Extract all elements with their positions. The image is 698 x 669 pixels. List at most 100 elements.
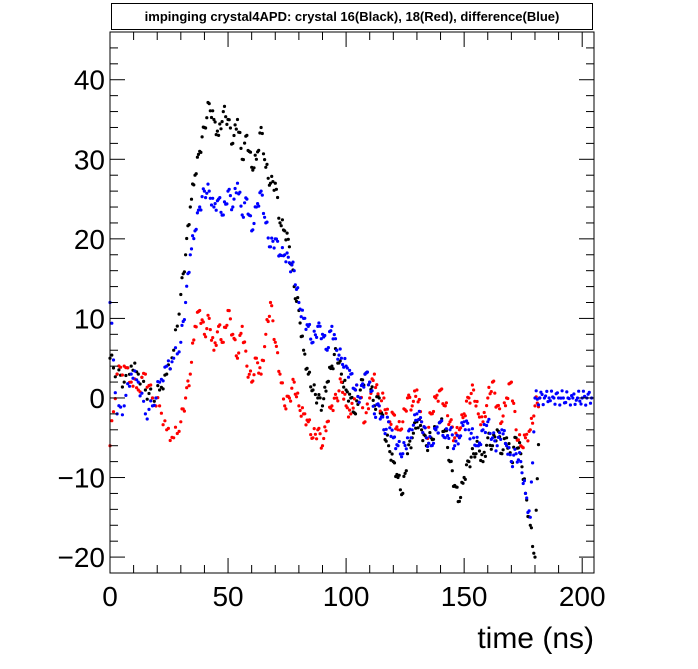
- data-point: [326, 346, 330, 350]
- data-point: [383, 432, 387, 436]
- data-point: [186, 379, 190, 383]
- data-point: [243, 340, 247, 344]
- data-point: [221, 340, 225, 344]
- data-point: [345, 390, 349, 394]
- data-point: [502, 429, 506, 433]
- data-point: [307, 418, 312, 422]
- data-point: [434, 396, 438, 400]
- data-point: [318, 324, 322, 328]
- data-point: [338, 377, 342, 381]
- data-point: [289, 399, 293, 403]
- data-point: [324, 389, 328, 393]
- data-point: [505, 436, 509, 440]
- y-tick-label: −10: [58, 463, 106, 494]
- data-point: [415, 412, 419, 416]
- data-point: [420, 420, 424, 424]
- data-point: [346, 399, 351, 403]
- data-point: [408, 395, 412, 399]
- data-point: [561, 396, 565, 400]
- data-point: [207, 316, 211, 320]
- data-point: [290, 263, 294, 267]
- data-point: [165, 364, 169, 368]
- data-point: [235, 356, 240, 360]
- data-point: [390, 452, 394, 456]
- data-point: [553, 402, 557, 406]
- data-point: [528, 428, 532, 432]
- data-point: [199, 150, 203, 154]
- data-point: [486, 420, 490, 424]
- data-point: [385, 433, 389, 437]
- data-point: [426, 448, 430, 453]
- data-point: [417, 409, 421, 413]
- data-point: [256, 361, 260, 365]
- data-point: [377, 396, 381, 400]
- data-point: [326, 419, 330, 423]
- data-point: [194, 325, 198, 329]
- data-point: [140, 391, 144, 395]
- data-point: [258, 131, 262, 135]
- data-point: [149, 383, 153, 387]
- data-point: [218, 323, 222, 327]
- data-point: [177, 312, 181, 316]
- data-point: [233, 123, 237, 127]
- data-point: [470, 383, 474, 387]
- data-point: [461, 416, 465, 420]
- data-point: [534, 508, 538, 512]
- data-point: [535, 397, 539, 401]
- x-tick-label: 150: [441, 581, 488, 612]
- data-point: [274, 344, 278, 348]
- data-point: [385, 415, 389, 419]
- data-point: [408, 439, 412, 443]
- data-point: [410, 428, 414, 432]
- data-point: [277, 216, 281, 220]
- data-point: [431, 437, 436, 441]
- data-point: [259, 125, 263, 130]
- x-tick-label: 0: [102, 581, 118, 612]
- chart-title-box: impinging crystal4APD: crystal 16(Black)…: [111, 3, 593, 30]
- data-point: [252, 166, 256, 170]
- data-point: [352, 397, 356, 401]
- data-point: [510, 399, 515, 403]
- data-point: [117, 368, 121, 372]
- data-point: [331, 367, 335, 371]
- data-point: [459, 434, 463, 438]
- data-point: [447, 436, 451, 440]
- data-point: [490, 444, 495, 448]
- data-point: [559, 396, 563, 400]
- data-point: [311, 340, 315, 344]
- data-point: [501, 432, 505, 436]
- data-point: [261, 152, 266, 156]
- data-point: [258, 366, 262, 370]
- data-point: [208, 109, 212, 113]
- data-point: [293, 297, 297, 301]
- data-point: [533, 404, 537, 408]
- data-point: [287, 396, 291, 400]
- data-point: [384, 439, 388, 443]
- chart-title: impinging crystal4APD: crystal 16(Black)…: [144, 9, 560, 24]
- data-point: [455, 485, 459, 489]
- data-point: [481, 420, 485, 424]
- data-point: [571, 396, 575, 400]
- data-point: [482, 450, 486, 454]
- data-point: [395, 425, 399, 429]
- data-point: [364, 411, 368, 415]
- data-point: [492, 431, 496, 435]
- data-point: [277, 369, 281, 373]
- data-point: [261, 211, 266, 216]
- data-point: [234, 191, 238, 195]
- data-point: [342, 365, 346, 369]
- data-point: [298, 321, 302, 325]
- x-tick-label: 100: [323, 581, 370, 612]
- data-point: [494, 449, 498, 453]
- data-point: [361, 406, 365, 410]
- data-point: [558, 403, 562, 407]
- data-point: [256, 202, 260, 206]
- data-point: [265, 220, 269, 224]
- data-point: [179, 340, 183, 344]
- data-point: [260, 131, 264, 136]
- data-point: [531, 461, 535, 465]
- data-point: [355, 399, 359, 403]
- data-point: [443, 404, 447, 408]
- data-point: [456, 442, 460, 446]
- data-point: [514, 436, 518, 440]
